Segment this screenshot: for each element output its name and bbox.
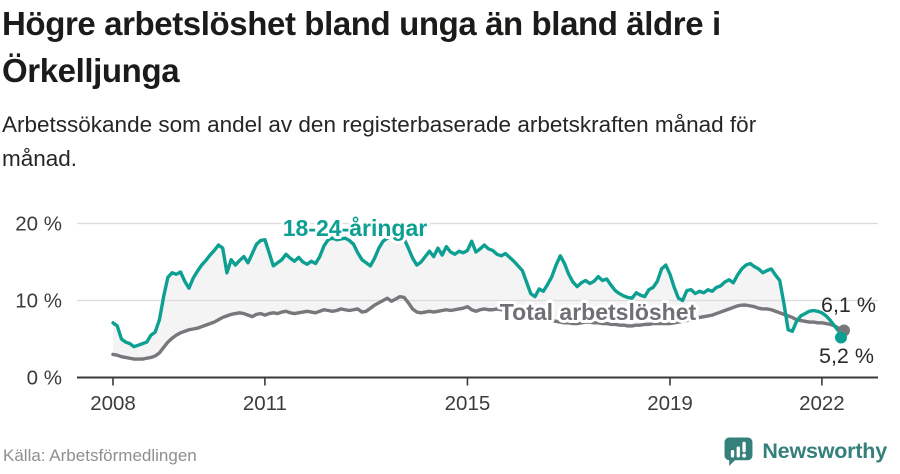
end-value-label-total: 6,1 % [821,293,876,317]
series-label-18-24: 18-24-åringar [283,215,428,241]
x-tick-label-2019: 2019 [647,392,693,415]
bar-small [731,450,735,458]
x-tick-label-2015: 2015 [445,392,491,415]
x-tick-label-2022: 2022 [799,392,845,415]
newsworthy-logo: Newsworthy [723,436,887,467]
bar-medium [736,446,741,458]
x-tick-label-2008: 2008 [90,392,136,415]
end-value-label-18-24: 5,2 % [819,344,874,368]
x-tick-label-2011: 2011 [243,392,287,415]
series-end-dots [835,324,850,344]
x-axis-labels: 2008 2011 2015 2019 2022 [90,392,845,415]
series-labels: Total arbetslöshet 18-24-åringar [280,212,700,328]
series-label-total: Total arbetslöshet [500,299,697,325]
page-title: Högre arbetslöshet bland unga än bland ä… [2,5,721,89]
line-chart: 0 % 10 % 20 % 2008 2011 2015 2019 2022 Total a… [15,212,878,415]
series-lines [111,233,845,361]
end-value-labels: 6,1 % 5,2 % [819,293,876,368]
page-subtitle: Arbetssökande som andel av den registerb… [2,112,757,171]
exclamation-dot [742,453,747,458]
end-dot-18-24 [835,331,847,344]
newsworthy-icon [724,437,753,466]
source-note: Källa: Arbetsförmedlingen [3,446,197,465]
y-axis-labels: 0 % 10 % 20 % [15,213,62,390]
y-tick-label-0: 0 % [27,367,62,390]
gridlines [77,222,878,302]
between-series-band [113,235,843,360]
series-line-18-24 [111,233,845,349]
y-tick-label-20: 20 % [15,213,62,236]
band-fill [113,235,843,360]
y-tick-label-10: 10 % [15,290,62,313]
bar-tall [742,441,747,453]
newsworthy-wordmark: Newsworthy [762,439,887,463]
x-axis [77,376,878,386]
series-line-total [111,294,845,361]
